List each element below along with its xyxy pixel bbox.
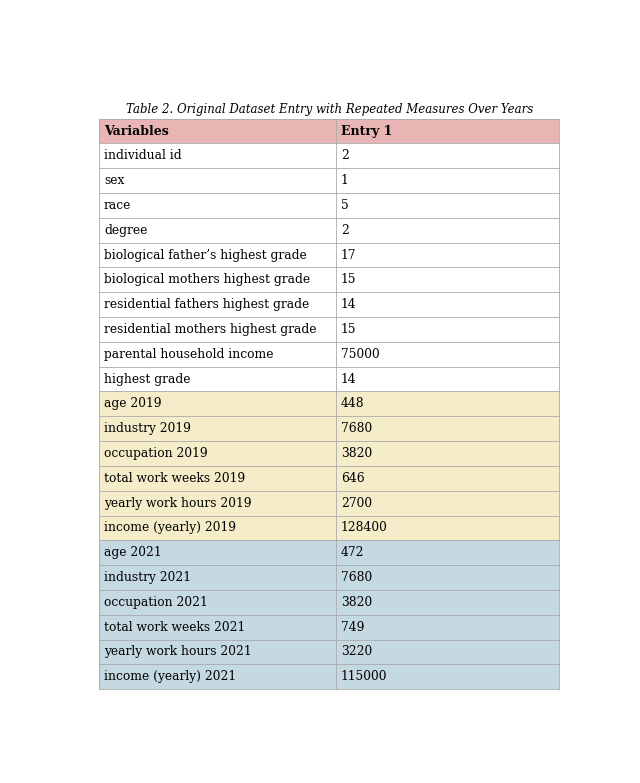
Text: yearly work hours 2021: yearly work hours 2021 <box>104 645 252 659</box>
Bar <box>336 218 559 243</box>
Bar <box>336 515 559 540</box>
Bar <box>99 392 336 417</box>
Bar <box>99 640 336 664</box>
Text: Variables: Variables <box>104 124 169 138</box>
Text: 5: 5 <box>340 199 348 212</box>
Text: Entry 1: Entry 1 <box>340 124 392 138</box>
Bar <box>99 366 336 392</box>
Text: total work weeks 2019: total work weeks 2019 <box>104 472 245 485</box>
Text: total work weeks 2021: total work weeks 2021 <box>104 621 245 633</box>
Text: individual id: individual id <box>104 150 182 162</box>
Bar <box>99 540 336 565</box>
Text: highest grade: highest grade <box>104 373 191 385</box>
Text: biological mothers highest grade: biological mothers highest grade <box>104 273 310 287</box>
Bar <box>99 466 336 491</box>
Bar <box>99 590 336 615</box>
Bar <box>99 218 336 243</box>
Bar <box>336 366 559 392</box>
Bar <box>336 118 559 143</box>
Text: occupation 2021: occupation 2021 <box>104 596 208 609</box>
Bar <box>99 441 336 466</box>
Text: industry 2021: industry 2021 <box>104 571 191 584</box>
Bar <box>336 168 559 193</box>
Text: biological father’s highest grade: biological father’s highest grade <box>104 248 307 262</box>
Text: 2700: 2700 <box>340 496 372 510</box>
Bar <box>336 540 559 565</box>
Bar <box>336 417 559 441</box>
Text: industry 2019: industry 2019 <box>104 422 191 435</box>
Bar <box>336 664 559 689</box>
Text: 2: 2 <box>340 224 349 236</box>
Bar <box>336 590 559 615</box>
Text: Table 2. Original Dataset Entry with Repeated Measures Over Years: Table 2. Original Dataset Entry with Rep… <box>125 103 532 116</box>
Text: 3820: 3820 <box>340 447 372 460</box>
Text: age 2019: age 2019 <box>104 398 162 410</box>
Text: 17: 17 <box>340 248 356 262</box>
Bar <box>99 491 336 515</box>
Text: parental household income: parental household income <box>104 348 273 361</box>
Bar <box>99 168 336 193</box>
Bar <box>99 143 336 168</box>
Text: income (yearly) 2021: income (yearly) 2021 <box>104 670 236 684</box>
Text: 472: 472 <box>340 547 364 559</box>
Text: occupation 2019: occupation 2019 <box>104 447 208 460</box>
Bar <box>336 317 559 342</box>
Bar <box>99 342 336 366</box>
Text: residential fathers highest grade: residential fathers highest grade <box>104 298 309 311</box>
Text: 14: 14 <box>340 298 356 311</box>
Text: age 2021: age 2021 <box>104 547 162 559</box>
Text: income (yearly) 2019: income (yearly) 2019 <box>104 521 236 535</box>
Bar <box>336 565 559 590</box>
Text: 7680: 7680 <box>340 422 372 435</box>
Bar <box>99 664 336 689</box>
Text: residential mothers highest grade: residential mothers highest grade <box>104 323 317 336</box>
Text: 128400: 128400 <box>340 521 388 535</box>
Text: sex: sex <box>104 174 124 187</box>
Text: yearly work hours 2019: yearly work hours 2019 <box>104 496 252 510</box>
Text: 646: 646 <box>340 472 364 485</box>
Bar <box>99 317 336 342</box>
Text: race: race <box>104 199 131 212</box>
Bar <box>336 342 559 366</box>
Text: degree: degree <box>104 224 147 236</box>
Text: 7680: 7680 <box>340 571 372 584</box>
Bar <box>336 441 559 466</box>
Text: 448: 448 <box>340 398 364 410</box>
Bar <box>336 640 559 664</box>
Bar <box>336 491 559 515</box>
Text: 115000: 115000 <box>340 670 387 684</box>
Bar <box>336 143 559 168</box>
Bar <box>336 615 559 640</box>
Bar <box>99 515 336 540</box>
Text: 749: 749 <box>340 621 364 633</box>
Bar <box>336 193 559 218</box>
Bar <box>336 292 559 317</box>
Text: 3820: 3820 <box>340 596 372 609</box>
Text: 15: 15 <box>340 323 356 336</box>
Bar <box>336 243 559 268</box>
Bar <box>99 268 336 292</box>
Text: 15: 15 <box>340 273 356 287</box>
Text: 2: 2 <box>340 150 349 162</box>
Bar <box>99 118 336 143</box>
Bar <box>99 243 336 268</box>
Bar <box>99 193 336 218</box>
Bar <box>99 565 336 590</box>
Bar <box>99 615 336 640</box>
Bar <box>336 268 559 292</box>
Text: 3220: 3220 <box>340 645 372 659</box>
Text: 1: 1 <box>340 174 348 187</box>
Bar <box>99 292 336 317</box>
Bar <box>99 417 336 441</box>
Bar <box>336 466 559 491</box>
Bar <box>336 392 559 417</box>
Text: 75000: 75000 <box>340 348 380 361</box>
Text: 14: 14 <box>340 373 356 385</box>
